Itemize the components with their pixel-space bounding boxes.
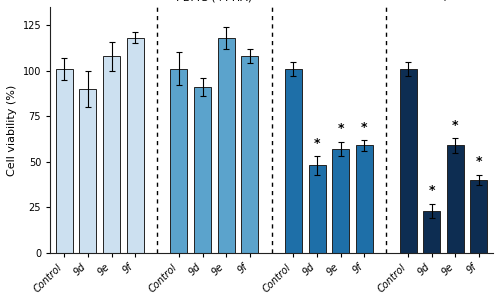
Bar <box>332 149 349 253</box>
Text: PBMC (+PHA): PBMC (+PHA) <box>176 0 252 2</box>
Text: *: * <box>338 123 344 135</box>
Bar <box>242 56 258 253</box>
Bar <box>80 89 96 253</box>
Text: U-937: U-937 <box>312 0 346 2</box>
Bar <box>126 38 144 253</box>
Text: U-937/Bcl-2: U-937/Bcl-2 <box>411 0 476 2</box>
Y-axis label: Cell viability (%): Cell viability (%) <box>7 84 17 175</box>
Text: PBMC: PBMC <box>84 0 116 2</box>
Text: *: * <box>314 137 320 150</box>
Bar <box>170 69 188 253</box>
Text: *: * <box>452 119 458 132</box>
Bar <box>423 211 440 253</box>
Bar <box>285 69 302 253</box>
Text: *: * <box>476 155 482 168</box>
Bar <box>218 38 234 253</box>
Bar <box>194 87 211 253</box>
Bar <box>103 56 120 253</box>
Bar <box>308 166 326 253</box>
Text: *: * <box>361 120 368 134</box>
Bar <box>447 145 464 253</box>
Bar <box>400 69 416 253</box>
Bar <box>56 69 73 253</box>
Bar <box>470 180 488 253</box>
Text: *: * <box>428 184 435 197</box>
Bar <box>356 145 373 253</box>
